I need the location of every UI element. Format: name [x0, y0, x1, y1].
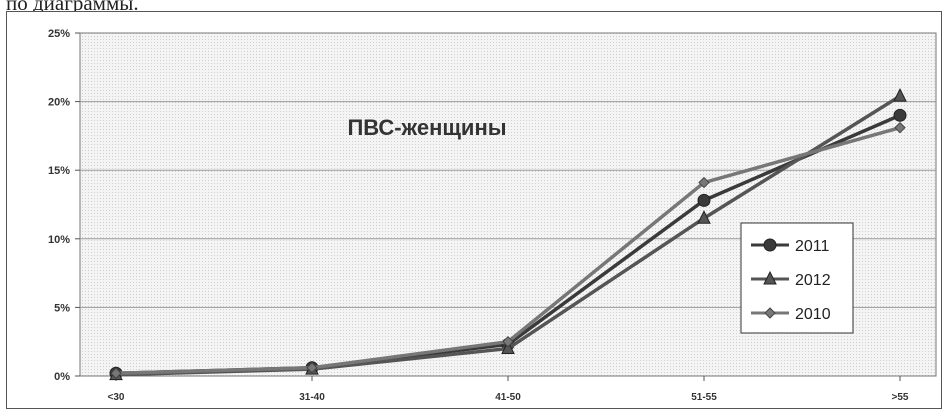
legend-marker [763, 238, 777, 252]
x-tick-label: 31-40 [299, 392, 325, 403]
legend-marker [763, 270, 777, 285]
data-point [697, 210, 711, 224]
y-tick-label: 20% [48, 97, 70, 109]
series-group [109, 87, 907, 381]
data-point [698, 176, 710, 189]
y-tick-label: 0% [54, 371, 70, 383]
legend: 2011 2012 2010 [740, 222, 854, 334]
data-point [501, 340, 515, 355]
data-point [893, 108, 907, 122]
y-tick-label: 10% [48, 234, 70, 246]
data-point [893, 87, 907, 102]
data-point [697, 193, 711, 207]
legend-marker [764, 307, 776, 319]
x-axis-ticks: <30 31-40 41-50 51-55 >55 [108, 376, 909, 403]
y-axis-ticks: 0% 5% 10% 15% 20% 25% [48, 28, 80, 383]
data-point [894, 121, 906, 134]
data-point [110, 367, 122, 379]
legend-label: 2011 [795, 238, 830, 255]
x-tick-label: <30 [108, 392, 125, 403]
x-tick-label: >55 [892, 392, 909, 403]
legend-label: 2010 [795, 306, 831, 323]
data-point [502, 335, 514, 348]
data-point [306, 362, 318, 374]
x-tick-label: 51-55 [691, 392, 717, 403]
line-chart: 0% 5% 10% 15% 20% 25% <30 31-40 41-50 51-55 >55 П… [48, 28, 937, 403]
chart-frame: 0% 5% 10% 15% 20% 25% <30 31-40 41-50 51-55 >55 П… [6, 11, 942, 409]
chart-title: ПВС-женщины [347, 115, 506, 140]
y-tick-label: 5% [54, 302, 70, 314]
x-tick-label: 41-50 [495, 392, 521, 403]
y-tick-label: 25% [48, 28, 70, 40]
legend-label: 2012 [795, 272, 831, 289]
y-tick-label: 15% [48, 165, 70, 177]
series-2010 [110, 121, 906, 379]
